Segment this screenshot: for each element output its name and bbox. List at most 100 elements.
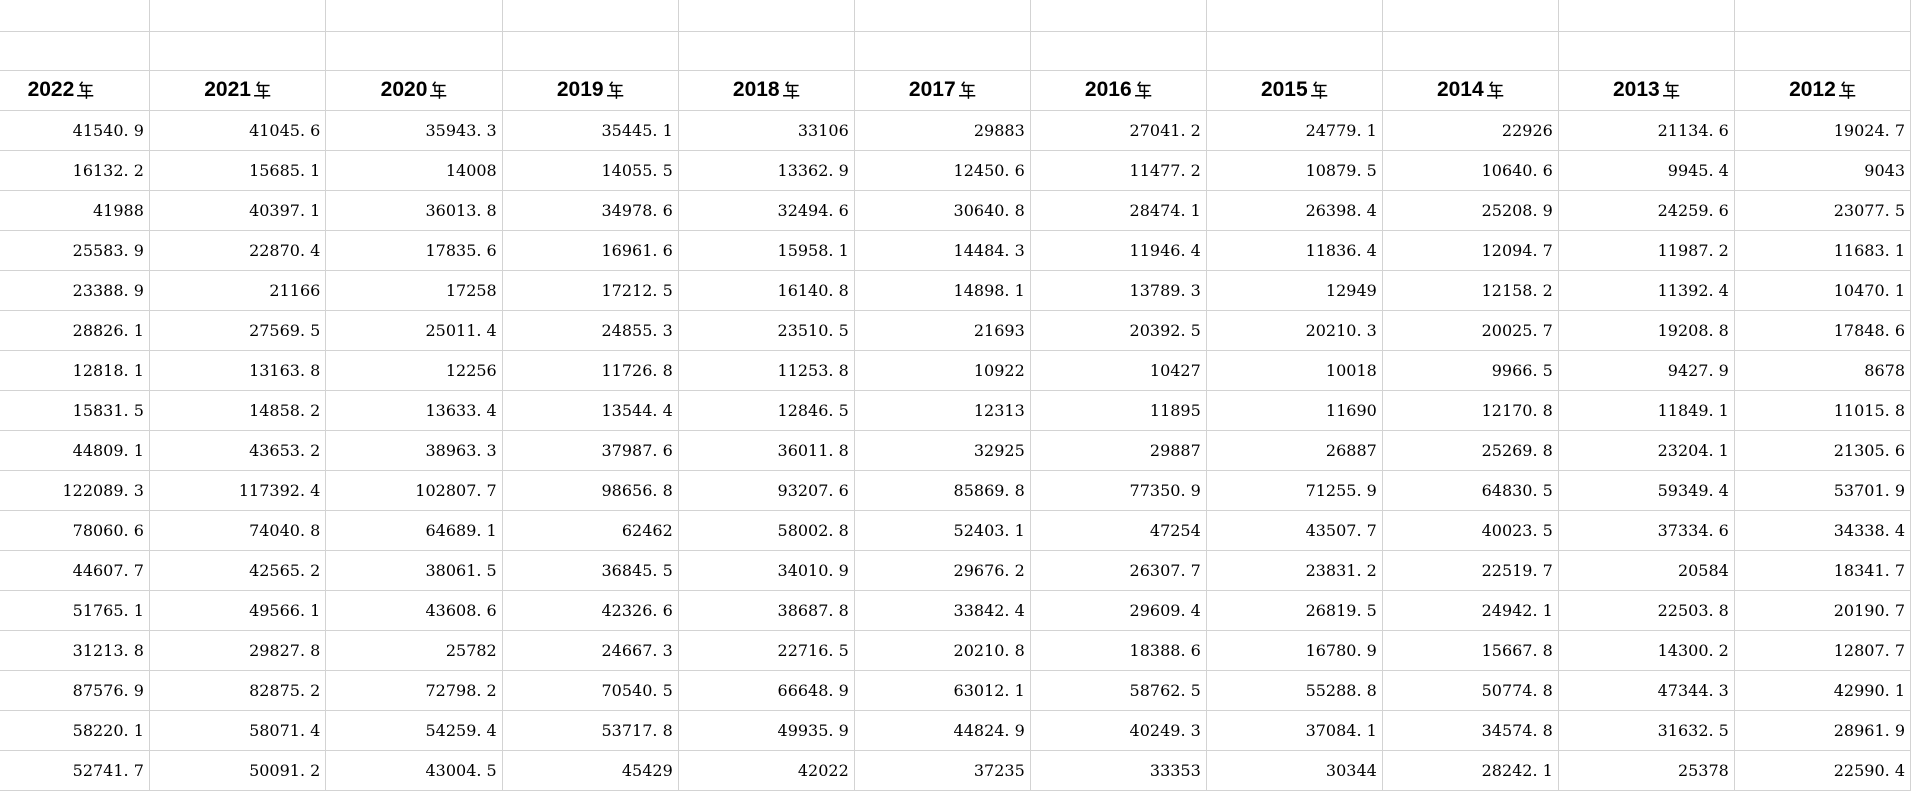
- table-cell[interactable]: 44809. 1: [0, 430, 150, 471]
- table-cell[interactable]: 29676. 2: [854, 550, 1031, 591]
- table-cell[interactable]: 15958. 1: [678, 230, 855, 271]
- table-cell[interactable]: 14858. 2: [149, 390, 327, 431]
- table-cell[interactable]: 40023. 5: [1382, 510, 1559, 551]
- table-cell[interactable]: 63012. 1: [854, 670, 1031, 711]
- table-cell[interactable]: 26398. 4: [1206, 190, 1383, 231]
- table-cell[interactable]: 53701. 9: [1734, 470, 1911, 511]
- table-cell[interactable]: 34574. 8: [1382, 710, 1559, 751]
- table-cell[interactable]: 93207. 6: [678, 470, 855, 511]
- table-cell[interactable]: 24779. 1: [1206, 110, 1383, 151]
- table-cell[interactable]: 22503. 8: [1558, 590, 1735, 631]
- table-cell[interactable]: 52741. 7: [0, 750, 150, 791]
- year-header-cell[interactable]: 2017: [854, 70, 1031, 111]
- table-cell[interactable]: 42565. 2: [149, 550, 327, 591]
- table-cell[interactable]: 49935. 9: [678, 710, 855, 751]
- table-cell[interactable]: 9966. 5: [1382, 350, 1559, 391]
- table-cell[interactable]: 8678: [1734, 350, 1911, 391]
- table-cell[interactable]: 25269. 8: [1382, 430, 1559, 471]
- table-cell[interactable]: 36011. 8: [678, 430, 855, 471]
- table-cell[interactable]: 15685. 1: [149, 150, 327, 191]
- empty-cell[interactable]: [0, 0, 150, 32]
- table-cell[interactable]: 11849. 1: [1558, 390, 1735, 431]
- table-cell[interactable]: 28961. 9: [1734, 710, 1911, 751]
- table-cell[interactable]: 30640. 8: [854, 190, 1031, 231]
- table-cell[interactable]: 51765. 1: [0, 590, 150, 631]
- empty-cell[interactable]: [854, 0, 1031, 32]
- table-cell[interactable]: 22519. 7: [1382, 550, 1559, 591]
- table-cell[interactable]: 10427: [1030, 350, 1207, 391]
- table-cell[interactable]: 31632. 5: [1558, 710, 1735, 751]
- table-cell[interactable]: 17848. 6: [1734, 310, 1911, 351]
- table-cell[interactable]: 15667. 8: [1382, 630, 1559, 671]
- empty-cell[interactable]: [1734, 31, 1911, 71]
- table-cell[interactable]: 38687. 8: [678, 590, 855, 631]
- table-cell[interactable]: 25782: [325, 630, 503, 671]
- table-cell[interactable]: 19208. 8: [1558, 310, 1735, 351]
- table-cell[interactable]: 14898. 1: [854, 270, 1031, 311]
- table-cell[interactable]: 34010. 9: [678, 550, 855, 591]
- table-cell[interactable]: 47344. 3: [1558, 670, 1735, 711]
- table-cell[interactable]: 85869. 8: [854, 470, 1031, 511]
- table-cell[interactable]: 38061. 5: [325, 550, 503, 591]
- table-cell[interactable]: 11690: [1206, 390, 1383, 431]
- table-cell[interactable]: 16961. 6: [502, 230, 679, 271]
- table-cell[interactable]: 25378: [1558, 750, 1735, 791]
- table-cell[interactable]: 24667. 3: [502, 630, 679, 671]
- table-cell[interactable]: 31213. 8: [0, 630, 150, 671]
- table-cell[interactable]: 22926: [1382, 110, 1559, 151]
- empty-cell[interactable]: [1558, 31, 1735, 71]
- table-cell[interactable]: 10018: [1206, 350, 1383, 391]
- table-cell[interactable]: 25208. 9: [1382, 190, 1559, 231]
- empty-cell[interactable]: [149, 31, 327, 71]
- table-cell[interactable]: 13362. 9: [678, 150, 855, 191]
- table-cell[interactable]: 27041. 2: [1030, 110, 1207, 151]
- table-cell[interactable]: 12170. 8: [1382, 390, 1559, 431]
- table-cell[interactable]: 23831. 2: [1206, 550, 1383, 591]
- table-cell[interactable]: 64830. 5: [1382, 470, 1559, 511]
- table-cell[interactable]: 11946. 4: [1030, 230, 1207, 271]
- table-cell[interactable]: 18388. 6: [1030, 630, 1207, 671]
- table-cell[interactable]: 9945. 4: [1558, 150, 1735, 191]
- table-cell[interactable]: 66648. 9: [678, 670, 855, 711]
- table-cell[interactable]: 44607. 7: [0, 550, 150, 591]
- table-cell[interactable]: 43507. 7: [1206, 510, 1383, 551]
- table-cell[interactable]: 29887: [1030, 430, 1207, 471]
- table-cell[interactable]: 11987. 2: [1558, 230, 1735, 271]
- empty-cell[interactable]: [1558, 0, 1735, 32]
- table-cell[interactable]: 45429: [502, 750, 679, 791]
- table-cell[interactable]: 77350. 9: [1030, 470, 1207, 511]
- table-cell[interactable]: 16132. 2: [0, 150, 150, 191]
- table-cell[interactable]: 37235: [854, 750, 1031, 791]
- table-cell[interactable]: 12807. 7: [1734, 630, 1911, 671]
- table-cell[interactable]: 10879. 5: [1206, 150, 1383, 191]
- empty-cell[interactable]: [1030, 31, 1207, 71]
- table-cell[interactable]: 12949: [1206, 270, 1383, 311]
- table-cell[interactable]: 20210. 8: [854, 630, 1031, 671]
- empty-cell[interactable]: [325, 0, 503, 32]
- table-cell[interactable]: 37084. 1: [1206, 710, 1383, 751]
- table-cell[interactable]: 42022: [678, 750, 855, 791]
- table-cell[interactable]: 12450. 6: [854, 150, 1031, 191]
- empty-cell[interactable]: [854, 31, 1031, 71]
- table-cell[interactable]: 20584: [1558, 550, 1735, 591]
- table-cell[interactable]: 43608. 6: [325, 590, 503, 631]
- table-cell[interactable]: 20210. 3: [1206, 310, 1383, 351]
- table-cell[interactable]: 11836. 4: [1206, 230, 1383, 271]
- table-cell[interactable]: 74040. 8: [149, 510, 327, 551]
- table-cell[interactable]: 41540. 9: [0, 110, 150, 151]
- table-cell[interactable]: 22870. 4: [149, 230, 327, 271]
- table-cell[interactable]: 16780. 9: [1206, 630, 1383, 671]
- empty-cell[interactable]: [678, 0, 855, 32]
- table-cell[interactable]: 29827. 8: [149, 630, 327, 671]
- table-cell[interactable]: 12256: [325, 350, 503, 391]
- table-cell[interactable]: 55288. 8: [1206, 670, 1383, 711]
- table-cell[interactable]: 34978. 6: [502, 190, 679, 231]
- table-cell[interactable]: 21305. 6: [1734, 430, 1911, 471]
- table-cell[interactable]: 19024. 7: [1734, 110, 1911, 151]
- table-cell[interactable]: 14008: [325, 150, 503, 191]
- empty-cell[interactable]: [502, 31, 679, 71]
- table-cell[interactable]: 41988: [0, 190, 150, 231]
- table-cell[interactable]: 13544. 4: [502, 390, 679, 431]
- table-cell[interactable]: 82875. 2: [149, 670, 327, 711]
- table-cell[interactable]: 11392. 4: [1558, 270, 1735, 311]
